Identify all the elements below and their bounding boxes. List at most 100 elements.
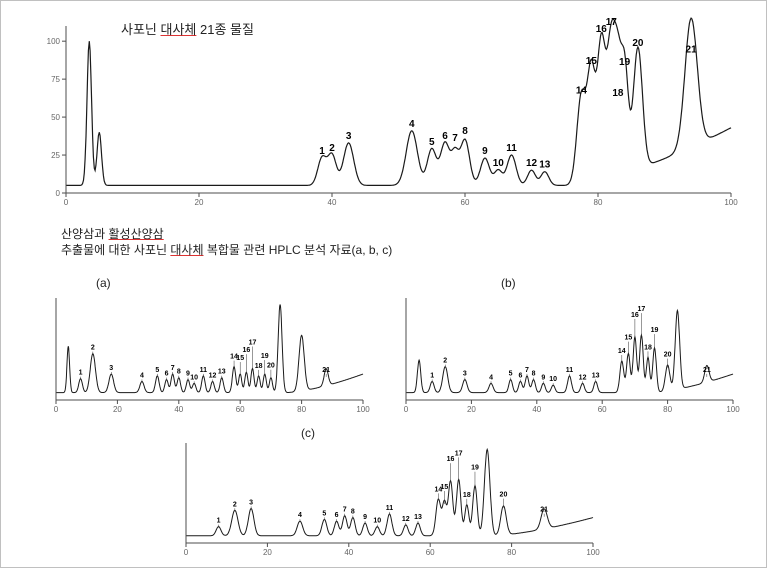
svg-text:1: 1 — [319, 146, 325, 157]
svg-text:25: 25 — [51, 151, 60, 160]
svg-text:2: 2 — [443, 358, 447, 365]
svg-text:18: 18 — [255, 363, 263, 370]
svg-text:21: 21 — [703, 367, 711, 374]
svg-text:7: 7 — [452, 133, 458, 144]
svg-text:4: 4 — [489, 374, 493, 381]
svg-text:15: 15 — [441, 484, 449, 491]
svg-text:19: 19 — [651, 327, 659, 334]
svg-text:15: 15 — [236, 355, 244, 362]
svg-text:14: 14 — [618, 348, 626, 355]
svg-text:17: 17 — [606, 17, 618, 28]
svg-text:10: 10 — [373, 518, 381, 525]
svg-text:5: 5 — [429, 137, 435, 148]
panel-c-chart: 0204060801001234567891011121314151617181… — [171, 431, 601, 559]
svg-text:100: 100 — [356, 405, 370, 414]
main-chart-svg: 0204060801000255075100123456789101112131… — [31, 11, 741, 211]
svg-text:60: 60 — [426, 548, 435, 557]
svg-text:8: 8 — [532, 371, 536, 378]
panel-c-svg: 0204060801001234567891011121314151617181… — [171, 431, 601, 559]
svg-text:20: 20 — [263, 548, 272, 557]
svg-text:40: 40 — [328, 198, 337, 207]
svg-text:16: 16 — [242, 347, 250, 354]
svg-text:8: 8 — [177, 369, 181, 376]
svg-text:60: 60 — [461, 198, 470, 207]
svg-text:1: 1 — [430, 372, 434, 379]
svg-text:4: 4 — [298, 512, 302, 519]
svg-text:20: 20 — [664, 352, 672, 359]
svg-text:19: 19 — [471, 465, 479, 472]
svg-text:9: 9 — [541, 374, 545, 381]
svg-text:5: 5 — [322, 510, 326, 517]
svg-text:21: 21 — [322, 367, 330, 374]
svg-text:100: 100 — [724, 198, 738, 207]
svg-text:10: 10 — [190, 374, 198, 381]
svg-text:9: 9 — [482, 146, 488, 157]
svg-text:3: 3 — [463, 371, 467, 378]
svg-text:100: 100 — [586, 548, 600, 557]
svg-text:17: 17 — [638, 306, 646, 313]
svg-text:1: 1 — [217, 518, 221, 525]
svg-text:6: 6 — [335, 512, 339, 519]
main-chart: 0204060801000255075100123456789101112131… — [31, 11, 741, 211]
svg-text:13: 13 — [414, 514, 422, 521]
svg-text:17: 17 — [455, 450, 463, 457]
svg-text:13: 13 — [592, 372, 600, 379]
svg-text:20: 20 — [467, 405, 476, 414]
svg-text:5: 5 — [509, 371, 513, 378]
svg-text:3: 3 — [346, 131, 352, 142]
svg-text:3: 3 — [249, 499, 253, 506]
svg-text:2: 2 — [233, 501, 237, 508]
svg-text:20: 20 — [113, 405, 122, 414]
svg-text:0: 0 — [64, 198, 69, 207]
svg-text:6: 6 — [442, 131, 448, 142]
svg-text:12: 12 — [526, 158, 538, 169]
svg-text:12: 12 — [402, 516, 410, 523]
svg-text:16: 16 — [447, 456, 455, 463]
svg-text:60: 60 — [598, 405, 607, 414]
svg-text:6: 6 — [518, 372, 522, 379]
svg-text:17: 17 — [249, 339, 257, 346]
svg-text:40: 40 — [174, 405, 183, 414]
svg-text:1: 1 — [79, 370, 83, 377]
svg-text:40: 40 — [344, 548, 353, 557]
svg-text:100: 100 — [726, 405, 740, 414]
svg-text:13: 13 — [539, 160, 551, 171]
svg-text:21: 21 — [686, 44, 698, 55]
svg-text:80: 80 — [507, 548, 516, 557]
svg-text:7: 7 — [525, 367, 529, 374]
svg-text:80: 80 — [663, 405, 672, 414]
svg-text:0: 0 — [56, 189, 61, 198]
panel-b-chart: 0204060801001234567891011121314151617181… — [391, 286, 741, 416]
svg-text:6: 6 — [165, 371, 169, 378]
sub-title-line1: 산양삼과 활성산양삼 — [61, 226, 164, 242]
svg-text:21: 21 — [540, 507, 548, 514]
svg-text:100: 100 — [47, 37, 61, 46]
svg-text:3: 3 — [109, 365, 113, 372]
svg-text:9: 9 — [363, 514, 367, 521]
svg-text:0: 0 — [184, 548, 189, 557]
svg-text:13: 13 — [218, 369, 226, 376]
svg-text:19: 19 — [261, 353, 269, 360]
svg-text:15: 15 — [624, 335, 632, 342]
svg-text:18: 18 — [644, 344, 652, 351]
svg-text:80: 80 — [297, 405, 306, 414]
svg-text:18: 18 — [612, 88, 624, 99]
svg-text:19: 19 — [619, 57, 631, 68]
svg-text:8: 8 — [351, 509, 355, 516]
svg-text:80: 80 — [594, 198, 603, 207]
panel-a-svg: 0204060801001234567891011121314151617181… — [41, 286, 371, 416]
svg-text:11: 11 — [566, 367, 574, 374]
svg-text:11: 11 — [200, 367, 208, 374]
svg-text:75: 75 — [51, 75, 60, 84]
figure-frame: 사포닌 대사체 21종 물질 0204060801000255075100123… — [0, 0, 767, 568]
svg-text:7: 7 — [171, 365, 175, 372]
svg-text:2: 2 — [329, 143, 335, 154]
svg-text:10: 10 — [493, 158, 505, 169]
svg-text:11: 11 — [506, 143, 517, 154]
svg-text:20: 20 — [500, 492, 508, 499]
svg-text:20: 20 — [195, 198, 204, 207]
svg-text:10: 10 — [549, 376, 557, 383]
svg-text:0: 0 — [54, 405, 59, 414]
panel-a-chart: 0204060801001234567891011121314151617181… — [41, 286, 371, 416]
svg-text:4: 4 — [409, 119, 415, 130]
